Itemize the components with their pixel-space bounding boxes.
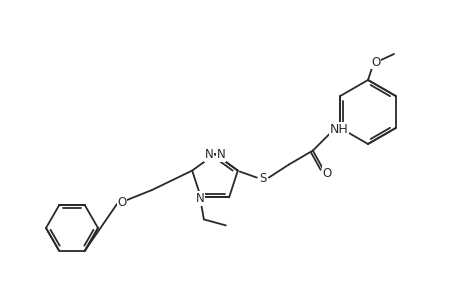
Text: N: N (204, 148, 213, 161)
Text: O: O (117, 196, 126, 208)
Text: N: N (195, 192, 204, 205)
Text: O: O (370, 56, 380, 68)
Text: N: N (216, 148, 225, 161)
Text: O: O (321, 167, 331, 180)
Text: NH: NH (329, 123, 347, 136)
Text: S: S (258, 172, 266, 185)
